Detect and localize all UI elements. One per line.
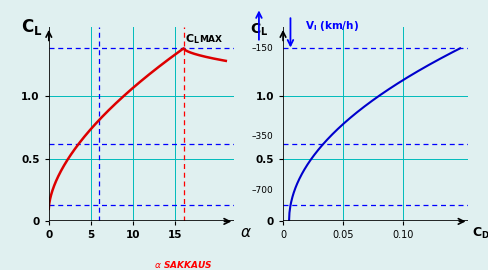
- Text: –350: –350: [252, 131, 273, 141]
- Text: $\mathbf{C_L}$: $\mathbf{C_L}$: [250, 21, 268, 38]
- Text: $\alpha$ SAKKAUS: $\alpha$ SAKKAUS: [154, 259, 213, 270]
- Text: $\mathbf{C_D}$: $\mathbf{C_D}$: [472, 226, 488, 241]
- Text: –700: –700: [252, 185, 273, 195]
- Text: –150: –150: [252, 44, 273, 53]
- Text: MAX: MAX: [199, 35, 222, 44]
- Text: $\mathbf{C_L}$: $\mathbf{C_L}$: [185, 32, 201, 46]
- Text: $\alpha$: $\alpha$: [240, 225, 252, 240]
- Text: $\mathbf{C_L}$: $\mathbf{C_L}$: [21, 17, 42, 37]
- Text: $\mathbf{V_l}$ (km/h): $\mathbf{V_l}$ (km/h): [305, 19, 359, 33]
